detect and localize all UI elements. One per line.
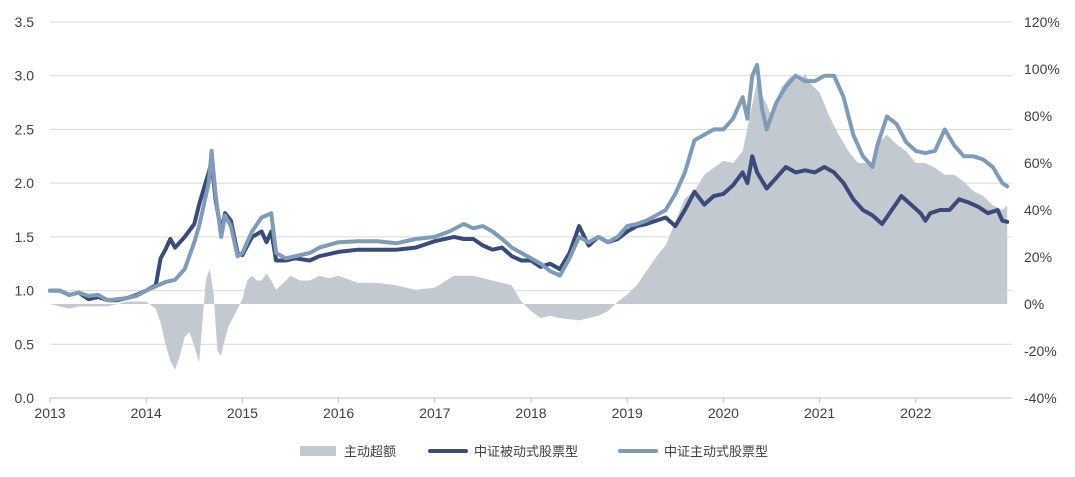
- series-line-2: [48, 63, 1010, 303]
- x-tick-label: 2021: [804, 405, 835, 421]
- x-tick-label: 2019: [612, 405, 643, 421]
- y-left-tick-label: 1.5: [15, 229, 35, 245]
- y-right-tick-label: 20%: [1024, 249, 1052, 265]
- legend: 主动超额 中证被动式股票型 中证主动式股票型: [300, 445, 768, 460]
- line-series-layer: [48, 63, 1010, 303]
- legend-swatch: [300, 446, 336, 456]
- y-right-tick-label: -40%: [1024, 390, 1057, 406]
- x-tick-label: 2018: [515, 405, 546, 421]
- y-right-tick-label: -20%: [1024, 343, 1057, 359]
- y-left-tick-label: 0.5: [15, 336, 35, 352]
- y-left-tick-label: 2.0: [15, 175, 35, 191]
- x-tick-label: 2020: [708, 405, 739, 421]
- x-tick-label: 2017: [419, 405, 450, 421]
- y-right-tick-label: 0%: [1024, 296, 1044, 312]
- area-series-layer: [50, 73, 1008, 370]
- y-left-tick-label: 0.0: [15, 390, 35, 406]
- y-left-tick-label: 3.0: [15, 68, 35, 84]
- y-left-tick-label: 3.5: [15, 14, 35, 30]
- y-right-tick-label: 40%: [1024, 202, 1052, 218]
- x-tick-label: 2016: [323, 405, 354, 421]
- legend-item: 中证被动式股票型: [428, 445, 578, 460]
- series-line-1: [48, 154, 1010, 303]
- axes: 0.0 0.5 1.0 1.5 2.0 2.5 3.0 3.5 -40% -20% 0% 20% 40%…: [15, 14, 1060, 421]
- y-right-tick-label: 100%: [1024, 61, 1060, 77]
- legend-item: 中证主动式股票型: [618, 445, 768, 460]
- series-area-active-excess: [50, 73, 1008, 370]
- y-right-tick-label: 60%: [1024, 155, 1052, 171]
- legend-item: 主动超额: [300, 445, 396, 460]
- legend-label: 主动超额: [344, 445, 396, 460]
- y-right-tick-label: 80%: [1024, 108, 1052, 124]
- x-tick-label: 2013: [34, 405, 65, 421]
- x-tick-label: 2014: [131, 405, 162, 421]
- legend-label: 中证主动式股票型: [664, 445, 768, 460]
- x-tick-label: 2015: [227, 405, 258, 421]
- y-right-tick-label: 120%: [1024, 14, 1060, 30]
- x-tick-label: 2022: [900, 405, 931, 421]
- legend-label: 中证被动式股票型: [474, 445, 578, 460]
- y-left-tick-label: 1.0: [15, 283, 35, 299]
- y-left-tick-label: 2.5: [15, 121, 35, 137]
